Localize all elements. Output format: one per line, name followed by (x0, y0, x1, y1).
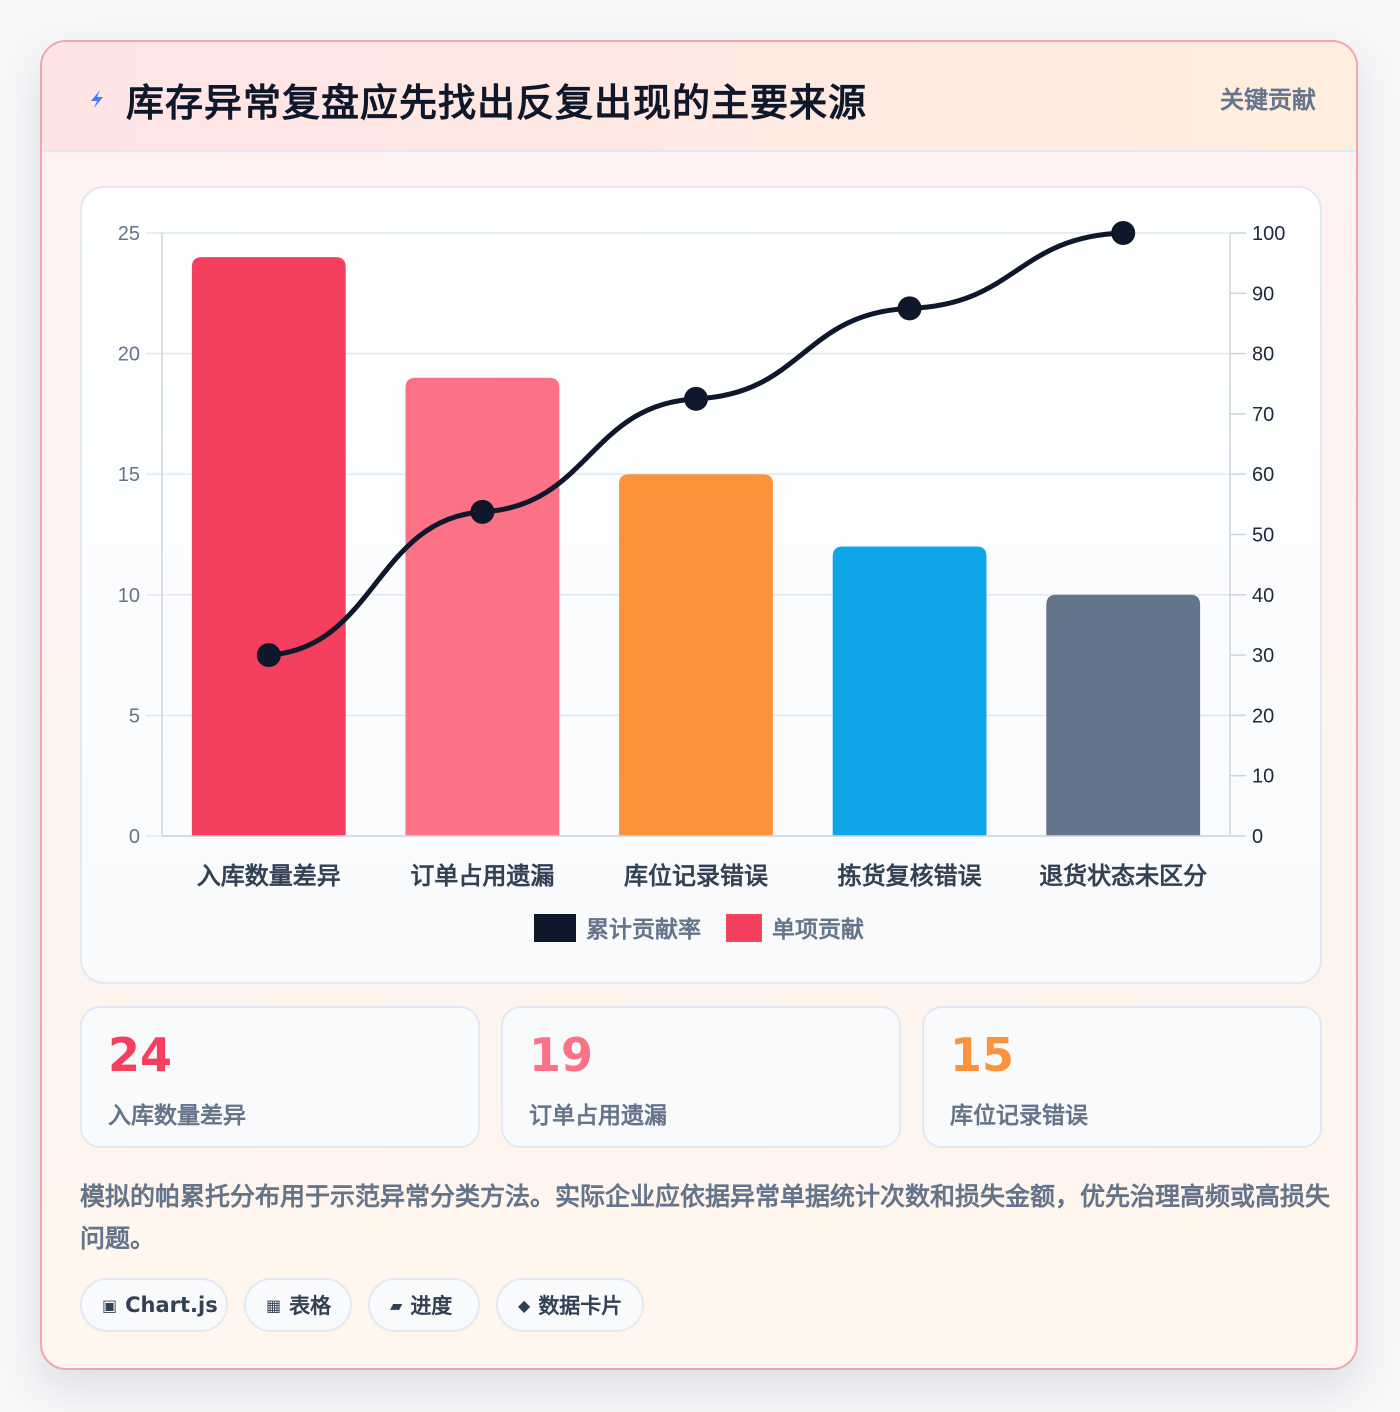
line-point (684, 386, 708, 411)
y-tick-label: 15 (118, 464, 140, 486)
y2-tick-label: 20 (1252, 705, 1274, 727)
bars (191, 257, 1201, 836)
stat-card-1: 24 入库数量差异 (80, 1006, 480, 1148)
cumulative-line (256, 221, 1136, 668)
tag-progress[interactable]: ▰ 进度 (368, 1278, 480, 1332)
legend-label: 累计贡献率 (586, 916, 701, 942)
legend-swatch (534, 914, 576, 942)
y2-tick-label: 40 (1252, 585, 1274, 607)
line-point (256, 643, 281, 668)
stat-label: 入库数量差异 (108, 1103, 246, 1129)
y-tick-label: 25 (118, 223, 140, 245)
report-card: 库存异常复盘应先找出反复出现的主要来源 关键贡献 0 5 10 15 20 25 0 10 20… (40, 40, 1358, 1370)
y2-tick-label: 90 (1252, 283, 1274, 305)
y-tick-label: 20 (118, 344, 140, 366)
bar (405, 377, 560, 836)
y2-tick-label: 0 (1252, 826, 1263, 848)
line-point (1111, 221, 1136, 245)
stat-cards: 24 入库数量差异 19 订单占用遗漏 15 库位记录错误 (80, 1006, 1322, 1148)
stat-label: 库位记录错误 (950, 1103, 1088, 1129)
y2-tick-label: 80 (1252, 344, 1274, 366)
legend-swatch (726, 914, 762, 942)
line-point (897, 296, 922, 321)
tag-data-card[interactable]: ◆ 数据卡片 (496, 1278, 644, 1332)
diamond-icon: ◆ (518, 1295, 531, 1315)
legend-label: 单项贡献 (772, 916, 864, 942)
axis-labels: 0 5 10 15 20 25 0 10 20 30 40 50 60 70 80 90 100 入库数量差异 订单… (118, 223, 1286, 890)
line-point (470, 499, 495, 524)
bar (619, 474, 773, 836)
y2-tick-label: 30 (1252, 645, 1274, 667)
footnote-text: 模拟的帕累托分布用于示范异常分类方法。实际企业应依据异常单据统计次数和损失金额，… (80, 1182, 1331, 1253)
pareto-chart: 0 5 10 15 20 25 0 10 20 30 40 50 60 70 80 90 100 入库数量差异 订单… (118, 221, 1286, 942)
x-tick-label: 入库数量差异 (197, 862, 341, 890)
y2-tick-label: 70 (1252, 404, 1274, 426)
progress-icon: ▰ (390, 1295, 403, 1315)
axes (146, 232, 1246, 837)
key-contribution-badge: 关键贡献 (1220, 86, 1316, 114)
lightning-icon (91, 90, 103, 108)
tag-label: 进度 (410, 1294, 453, 1318)
x-tick-label: 退货状态未区分 (1039, 862, 1207, 890)
card-header: 库存异常复盘应先找出反复出现的主要来源 关键贡献 (42, 42, 1356, 152)
x-tick-label: 订单占用遗漏 (410, 863, 554, 890)
y2-tick-label: 10 (1252, 766, 1274, 788)
stat-card-3: 15 库位记录错误 (922, 1006, 1322, 1148)
page-title: 库存异常复盘应先找出反复出现的主要来源 (126, 81, 868, 125)
chart-icon: ▣ (102, 1295, 118, 1315)
y2-tick-label: 50 (1252, 525, 1274, 547)
tag-chartjs[interactable]: ▣ Chart.js (80, 1278, 228, 1332)
bar (1046, 594, 1201, 836)
stat-label: 订单占用遗漏 (529, 1103, 667, 1129)
stat-value: 24 (108, 1028, 173, 1082)
pareto-chart-panel: 0 5 10 15 20 25 0 10 20 30 40 50 60 70 80 90 100 入库数量差异 订单… (80, 186, 1322, 984)
tag-label: Chart.js (125, 1293, 218, 1317)
stat-value: 15 (950, 1028, 1015, 1082)
tag-label: 数据卡片 (538, 1294, 623, 1318)
x-tick-label: 库位记录错误 (624, 862, 769, 890)
y-tick-label: 5 (129, 705, 140, 727)
table-icon: ▦ (266, 1295, 282, 1315)
y2-tick-label: 60 (1252, 464, 1274, 486)
bar (191, 257, 346, 836)
y-tick-label: 0 (129, 826, 140, 848)
tag-label: 表格 (289, 1294, 332, 1318)
y-tick-label: 10 (118, 585, 140, 607)
bar (832, 546, 987, 836)
x-tick-label: 拣货复核错误 (838, 862, 983, 890)
legend: 累计贡献率 单项贡献 (534, 914, 864, 942)
tag-table[interactable]: ▦ 表格 (244, 1278, 352, 1332)
stat-value: 19 (529, 1028, 594, 1082)
stat-card-2: 19 订单占用遗漏 (501, 1006, 901, 1148)
y2-tick-label: 100 (1252, 223, 1285, 245)
